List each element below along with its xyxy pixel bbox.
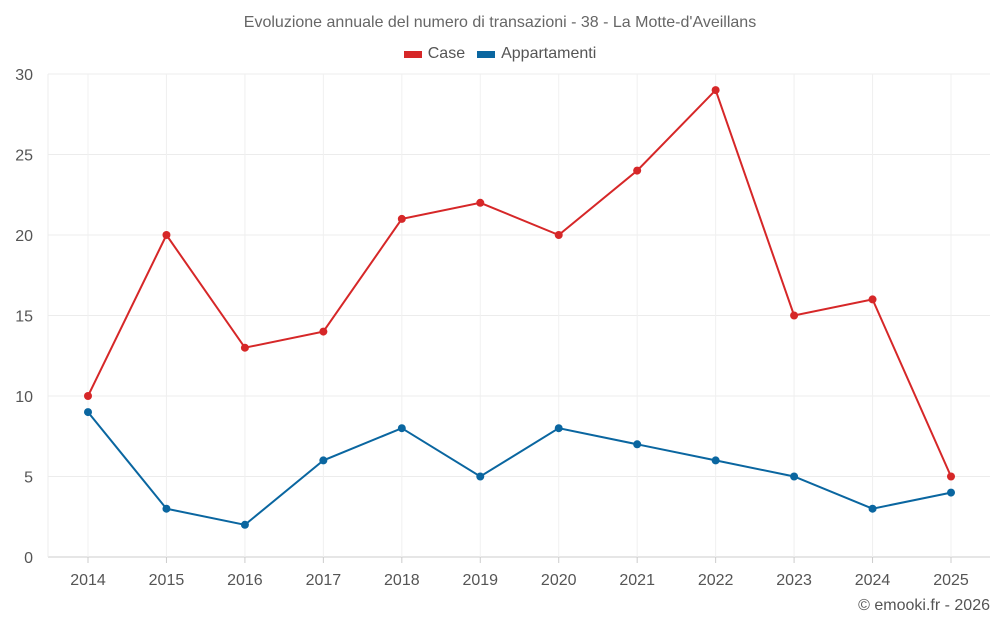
legend-label-case: Case [427,45,466,62]
data-point-case [790,311,799,320]
data-point-appartamenti [476,472,485,481]
data-point-case [554,231,563,239]
y-tick-label: 25 [15,148,33,165]
data-point-case [868,295,877,304]
x-tick-label: 2014 [70,572,106,589]
credit: © emooki.fr - 2026 [858,597,990,614]
data-point-appartamenti [84,408,92,417]
data-point-appartamenti [633,440,642,449]
data-point-case [633,166,642,175]
chart-title: Evoluzione annuale del numero di transaz… [243,14,757,31]
legend-swatch-case [403,50,422,58]
data-point-appartamenti [240,520,249,529]
data-point-case [319,327,328,336]
y-tick-label: 30 [15,67,33,84]
series-line-appartamenti [87,411,952,526]
data-point-appartamenti [319,456,328,465]
x-tick-label: 2020 [541,572,577,589]
data-point-appartamenti [397,424,406,433]
data-point-appartamenti [554,424,563,433]
x-tick-label: 2016 [227,572,263,589]
x-tick-label: 2024 [855,572,891,589]
legend-item-case[interactable]: Case [403,45,466,63]
x-tick-label: 2023 [776,572,812,589]
legend: Case Appartamenti [0,45,1000,63]
data-point-appartamenti [790,472,799,481]
y-tick-label: 0 [24,550,33,567]
data-point-appartamenti [868,504,877,513]
data-point-case [476,198,485,207]
x-tick-label: 2021 [619,572,655,589]
data-point-appartamenti [947,488,955,497]
x-tick-label: 2022 [698,572,734,589]
data-point-case [397,214,406,223]
x-tick-label: 2019 [462,572,498,589]
y-tick-label: 5 [24,470,33,487]
legend-label-appartamenti: Appartamenti [501,45,597,62]
legend-swatch-appartamenti [477,50,496,58]
data-point-case [162,231,171,239]
x-tick-label: 2015 [149,572,185,589]
y-tick-label: 20 [15,228,33,245]
data-point-appartamenti [162,504,171,513]
data-point-case [711,86,720,95]
x-tick-label: 2017 [306,572,342,589]
series-line-case [87,88,952,477]
y-tick-label: 10 [15,389,33,406]
data-point-appartamenti [711,456,720,465]
x-tick-label: 2018 [384,572,420,589]
data-point-case [240,343,249,352]
legend-item-appartamenti[interactable]: Appartamenti [477,45,596,63]
x-tick-label: 2025 [933,572,969,589]
y-tick-label: 15 [15,309,33,326]
data-point-case [84,392,92,400]
data-point-case [947,472,955,481]
